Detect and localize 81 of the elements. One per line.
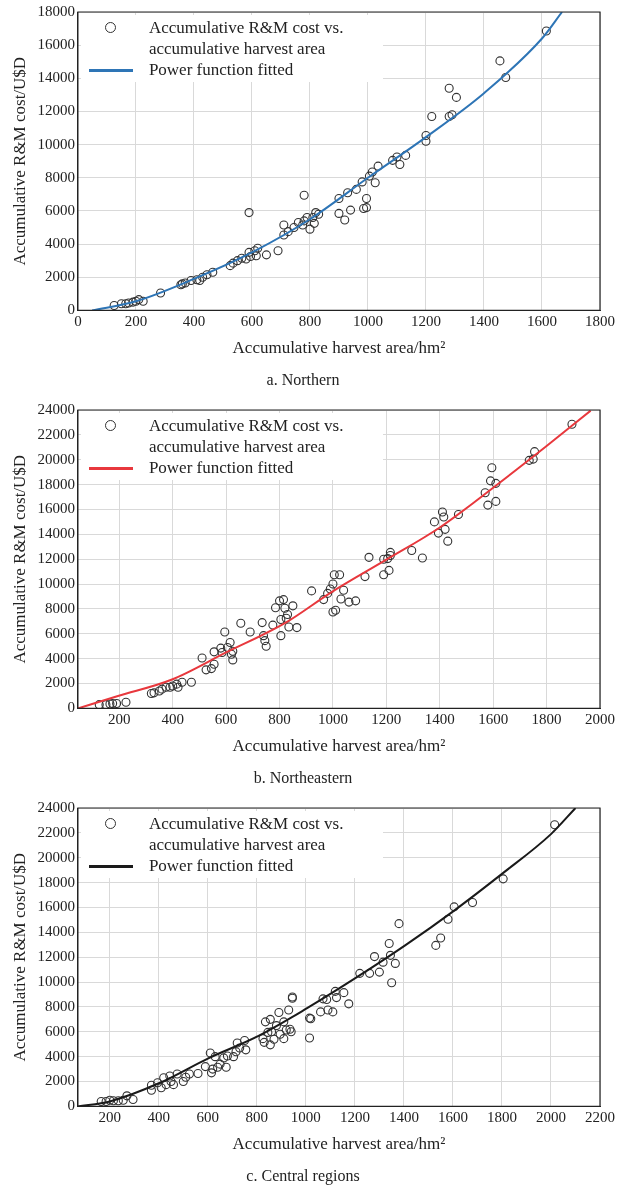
text: a. Northern <box>266 370 340 388</box>
legend-label: Power function fitted <box>148 59 295 80</box>
x-tick-label: 1000 <box>317 711 348 728</box>
x-tick-label: 800 <box>298 313 322 330</box>
y-axis-title: Accumulative R&M cost/U$D <box>9 56 29 266</box>
x-axis-title: Accumulative harvest area/hm² <box>232 736 446 756</box>
y-tick-label: 12000 <box>37 102 75 119</box>
legend-label: Power function fitted <box>148 855 295 876</box>
x-tick-label: 1200 <box>371 711 402 728</box>
y-tick-label: 20000 <box>37 450 75 467</box>
y-tick-label: 18000 <box>37 475 75 492</box>
y-tick-label: 10000 <box>37 973 75 989</box>
x-tick-label: 1600 <box>437 1109 468 1126</box>
x-tick-label: 2000 <box>585 711 615 728</box>
y-tick-label: 2000 <box>44 674 75 691</box>
y-tick-label: 6000 <box>44 201 75 218</box>
y-axis-title: Accumulative R&M cost/U$D <box>9 454 29 664</box>
x-tick-label: 1600 <box>478 711 509 728</box>
y-tick-label: 16000 <box>37 898 75 915</box>
y-tick-label: 24000 <box>37 400 75 417</box>
y-tick-label: 6000 <box>44 1022 75 1039</box>
text: b. Northeastern <box>253 768 353 786</box>
x-tick-label: 2000 <box>535 1109 566 1126</box>
y-tick-label: 2000 <box>44 1072 75 1089</box>
x-tick-label: 1000 <box>352 313 383 330</box>
x-tick-label: 600 <box>196 1109 220 1126</box>
x-tick-label: 200 <box>124 313 148 330</box>
y-tick-label: 10000 <box>37 575 75 591</box>
y-tick-label: 16000 <box>37 36 75 53</box>
x-tick-label: 600 <box>214 711 238 728</box>
y-tick-label: 0 <box>67 699 75 716</box>
x-tick-label: 1800 <box>585 313 615 330</box>
y-tick-label: 6000 <box>44 624 75 641</box>
x-tick-label: 400 <box>182 313 206 330</box>
y-tick-label: 22000 <box>37 823 75 840</box>
x-tick-label: 600 <box>240 313 264 330</box>
y-tick-label: 8000 <box>44 599 75 616</box>
x-tick-label: 800 <box>268 711 291 728</box>
y-tick-label: 18000 <box>37 873 75 890</box>
y-tick-label: 24000 <box>37 798 75 815</box>
text: c. Central regions <box>246 1166 360 1185</box>
x-tick-label: 1400 <box>424 711 455 728</box>
y-tick-label: 14000 <box>37 69 75 86</box>
x-tick-label: 2200 <box>585 1109 615 1126</box>
x-tick-label: 1200 <box>410 313 441 330</box>
x-tick-label: 1000 <box>290 1109 321 1126</box>
y-tick-label: 18000 <box>37 2 75 19</box>
y-tick-label: 20000 <box>37 848 75 865</box>
x-tick-label: 400 <box>161 711 184 728</box>
y-tick-label: 10000 <box>37 135 75 152</box>
y-tick-label: 14000 <box>37 525 75 542</box>
y-tick-label: 2000 <box>44 268 75 285</box>
y-tick-label: 0 <box>67 1097 75 1114</box>
x-tick-label: 400 <box>147 1109 171 1126</box>
x-tick-label: 1600 <box>526 313 557 330</box>
y-tick-label: 22000 <box>37 425 75 442</box>
x-tick-label: 1200 <box>339 1109 370 1126</box>
legend-label: Accumulative R&M cost vs. accumulative harvest area <box>148 415 345 457</box>
x-tick-label: 1800 <box>531 711 562 728</box>
y-tick-label: 8000 <box>44 168 75 185</box>
y-axis-title: Accumulative R&M cost/U$D <box>9 852 29 1062</box>
y-tick-label: 0 <box>67 301 75 318</box>
y-tick-label: 12000 <box>37 948 75 965</box>
y-tick-label: 14000 <box>37 923 75 940</box>
y-tick-label: 16000 <box>37 500 75 517</box>
x-tick-label: 1800 <box>486 1109 517 1126</box>
x-tick-label: 1400 <box>388 1109 419 1126</box>
x-axis-title: Accumulative harvest area/hm² <box>232 1134 446 1154</box>
legend-label: Accumulative R&M cost vs. accumulative harvest area <box>148 813 345 855</box>
x-tick-label: 1400 <box>468 313 499 330</box>
legend-label: Accumulative R&M cost vs. accumulative harvest area <box>148 17 345 59</box>
y-tick-label: 12000 <box>37 550 75 567</box>
y-tick-label: 4000 <box>44 235 75 252</box>
x-tick-label: 200 <box>108 711 131 728</box>
y-tick-label: 4000 <box>44 1047 75 1064</box>
x-axis-title: Accumulative harvest area/hm² <box>232 338 446 358</box>
x-tick-label: 800 <box>245 1109 269 1126</box>
y-tick-label: 4000 <box>44 649 75 666</box>
x-tick-label: 200 <box>98 1109 122 1126</box>
y-tick-label: 8000 <box>44 997 75 1014</box>
legend-label: Power function fitted <box>148 457 295 478</box>
